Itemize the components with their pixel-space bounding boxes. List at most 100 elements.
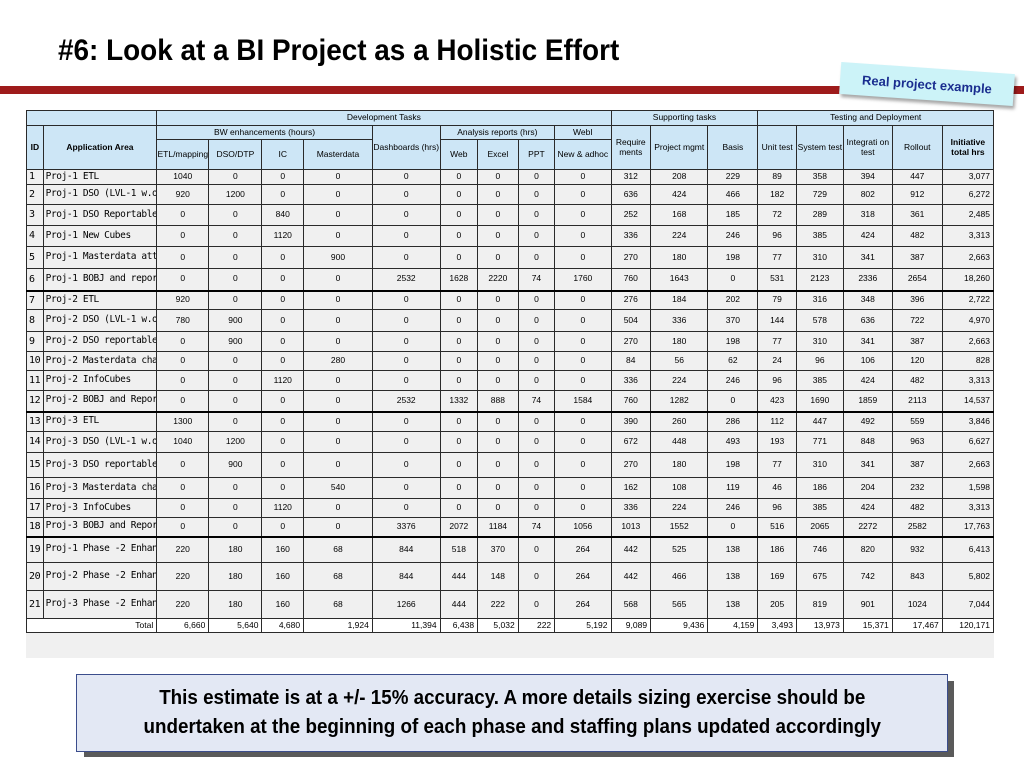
row-value-cell: 180 (208, 535, 263, 563)
row-value-cell: 162 (610, 477, 652, 499)
row-value-cell: 108 (650, 477, 709, 499)
row-value-cell: 270 (610, 452, 652, 478)
row-id: 19 (26, 535, 44, 563)
row-value-cell: 246 (707, 498, 759, 518)
header-dso-dtp: DSO/DTP (208, 139, 263, 170)
row-value-cell: 0 (554, 309, 612, 332)
row-value-cell: 160 (261, 590, 305, 619)
row-value-cell: 568 (610, 590, 652, 619)
total-row: Total 6,660 5,640 4,680 1,924 11,394 6,438 5,03… (25, 618, 995, 633)
row-value-cell: 370 (707, 309, 759, 332)
row-value-cell: 394 (842, 169, 893, 185)
row-value-cell: 0 (208, 410, 263, 432)
row-value-cell: 0 (477, 246, 519, 269)
row-value-cell: 0 (156, 517, 210, 537)
row-value-cell: 1300 (156, 410, 210, 432)
page-title: #6: Look at a BI Project as a Holistic E… (58, 34, 620, 67)
row-value-cell: 0 (554, 246, 612, 269)
row-value-cell: 74 (517, 268, 556, 291)
row-value-cell: 0 (439, 225, 479, 247)
accuracy-note-line-1: This estimate is at a +/- 15% accuracy. … (158, 687, 866, 709)
row-value-cell: 336 (650, 309, 709, 332)
row-value-cell: 246 (707, 370, 759, 391)
header-unit-test: Unit test (757, 125, 797, 170)
row-value-cell: 96 (757, 498, 797, 518)
row-value-cell: 2113 (891, 390, 943, 412)
row-value-cell: 0 (477, 169, 519, 185)
row-id: 16 (26, 477, 44, 499)
row-value-cell: 447 (795, 410, 844, 432)
row-value-cell: 0 (517, 535, 556, 563)
row-value-cell: 180 (650, 331, 709, 352)
header-project-mgmt: Project mgmt (650, 125, 709, 170)
row-value-cell: 0 (303, 370, 373, 391)
row-value-cell: 844 (371, 535, 441, 563)
row-value-cell: 0 (439, 452, 479, 478)
row-value-cell: 0 (477, 351, 519, 371)
row-value-cell: 0 (156, 268, 210, 291)
row-value-cell: 578 (795, 309, 844, 332)
row-value-cell: 0 (477, 431, 519, 453)
row-application-area: Proj-1 DSO Reportable (42, 204, 158, 226)
row-value-cell: 1024 (891, 590, 943, 619)
row-value-cell: 828 (941, 351, 995, 371)
row-value-cell: 0 (208, 390, 263, 412)
row-id: 17 (26, 498, 44, 518)
row-value-cell: 385 (795, 225, 844, 247)
row-value-cell: 3,313 (941, 225, 995, 247)
row-value-cell: 222 (477, 590, 519, 619)
estimate-table: Development Tasks Supporting tasks Testi… (25, 110, 995, 633)
header-masterdata: Masterdata (303, 139, 373, 170)
total-label: Total (25, 618, 158, 633)
row-value-cell: 229 (707, 169, 759, 185)
row-value-cell: 0 (303, 309, 373, 332)
row-value-cell: 260 (650, 410, 709, 432)
row-value-cell: 0 (517, 431, 556, 453)
row-value-cell: 180 (208, 562, 263, 591)
row-value-cell: 0 (261, 169, 305, 185)
row-value-cell: 77 (757, 331, 797, 352)
row-value-cell: 780 (156, 309, 210, 332)
row-application-area: Proj-1 DSO (LVL-1 w.o. & DTP) (42, 184, 158, 205)
row-value-cell: 160 (261, 535, 305, 563)
row-value-cell: 516 (757, 517, 797, 537)
row-value-cell: 0 (261, 289, 305, 310)
row-value-cell: 3,077 (941, 169, 995, 185)
row-value-cell: 675 (795, 562, 844, 591)
header-application-area: Application Area (42, 125, 158, 170)
row-value-cell: 0 (371, 309, 441, 332)
row-value-cell: 0 (261, 268, 305, 291)
row-value-cell: 0 (371, 331, 441, 352)
row-value-cell: 1056 (554, 517, 612, 537)
row-value-cell: 424 (842, 370, 893, 391)
row-value-cell: 0 (208, 370, 263, 391)
header-id: ID (26, 125, 44, 170)
row-value-cell: 448 (650, 431, 709, 453)
row-value-cell: 18,260 (941, 268, 995, 291)
row-value-cell: 0 (208, 477, 263, 499)
row-value-cell: 1282 (650, 390, 709, 412)
row-value-cell: 224 (650, 370, 709, 391)
row-value-cell: 138 (707, 590, 759, 619)
total-value-cell: 120,171 (941, 618, 995, 633)
row-value-cell: 0 (208, 498, 263, 518)
row-value-cell: 264 (554, 535, 612, 563)
row-value-cell: 0 (439, 246, 479, 269)
row-value-cell: 559 (891, 410, 943, 432)
header-requirements: Require ments (610, 125, 652, 170)
row-value-cell: 341 (842, 452, 893, 478)
header-integration-test: Integrati on test (842, 125, 893, 170)
total-value-cell: 5,032 (477, 618, 519, 633)
row-value-cell: 0 (371, 410, 441, 432)
row-value-cell: 0 (554, 331, 612, 352)
row-value-cell: 1332 (439, 390, 479, 412)
row-value-cell: 0 (554, 370, 612, 391)
row-value-cell: 0 (554, 289, 612, 310)
row-value-cell: 0 (477, 225, 519, 247)
row-value-cell: 742 (842, 562, 893, 591)
row-value-cell: 0 (439, 410, 479, 432)
header-rollout: Rollout (891, 125, 943, 170)
